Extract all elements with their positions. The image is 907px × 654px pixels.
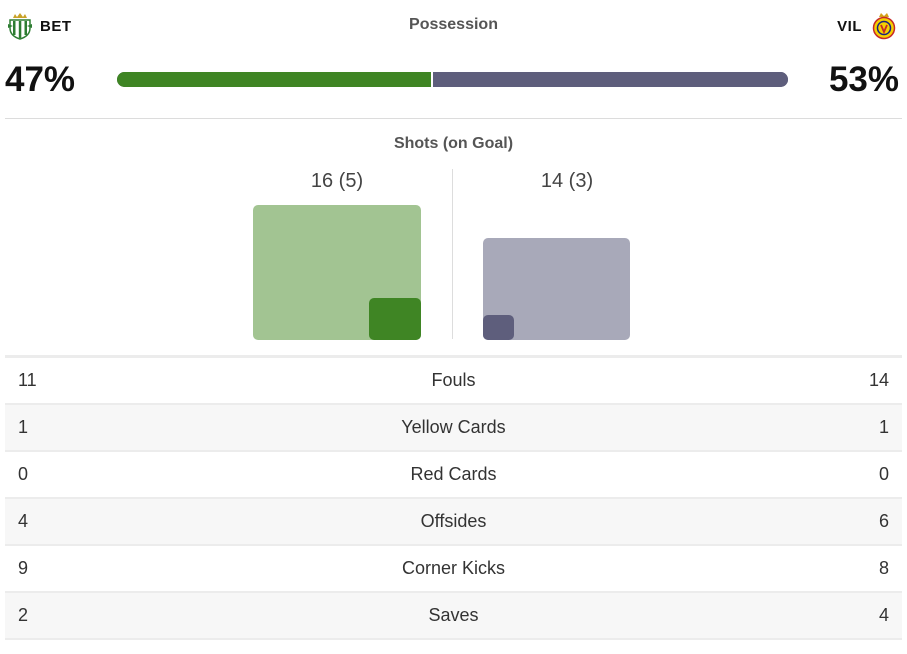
home-possession-fill bbox=[117, 72, 431, 87]
stat-row-yellow-cards: 1 Yellow Cards 1 bbox=[5, 405, 902, 452]
possession-title: Possession bbox=[409, 16, 498, 33]
away-shots-label: 14 (3) bbox=[540, 170, 594, 192]
stats-table: 11 Fouls 14 1 Yellow Cards 1 0 Red Cards… bbox=[5, 355, 902, 640]
section-divider bbox=[5, 118, 902, 119]
stat-home-value: 0 bbox=[18, 464, 29, 484]
stat-row-saves: 2 Saves 4 bbox=[5, 593, 902, 640]
villarreal-crest-icon bbox=[872, 13, 896, 40]
stat-row-offsides: 4 Offsides 6 bbox=[5, 499, 902, 546]
home-possession-value: 47% bbox=[5, 60, 76, 99]
real-betis-crest-icon bbox=[8, 13, 32, 40]
away-team-header[interactable]: VIL bbox=[837, 12, 897, 40]
possession-bar-divider bbox=[431, 72, 433, 87]
shots-divider bbox=[452, 169, 453, 339]
away-team-abbr: VIL bbox=[837, 17, 862, 35]
home-team-header[interactable]: BET bbox=[7, 12, 72, 40]
possession-bar bbox=[117, 72, 788, 87]
stat-label: Fouls bbox=[431, 370, 476, 390]
away-shots-on-goal-box bbox=[483, 315, 514, 340]
home-shots-label: 16 (5) bbox=[310, 170, 364, 192]
stat-home-value: 9 bbox=[18, 558, 29, 578]
stat-label: Saves bbox=[428, 605, 479, 625]
stat-away-value: 14 bbox=[868, 370, 889, 390]
stat-away-value: 4 bbox=[878, 605, 889, 625]
stat-label: Offsides bbox=[420, 511, 487, 531]
stat-away-value: 0 bbox=[878, 464, 889, 484]
stat-home-value: 11 bbox=[18, 370, 37, 390]
stat-row-red-cards: 0 Red Cards 0 bbox=[5, 452, 902, 499]
stat-label: Yellow Cards bbox=[401, 417, 506, 437]
away-possession-value: 53% bbox=[828, 60, 899, 99]
stat-away-value: 1 bbox=[878, 417, 889, 437]
away-possession-fill bbox=[433, 72, 788, 87]
stat-away-value: 6 bbox=[878, 511, 889, 531]
stat-row-fouls: 11 Fouls 14 bbox=[5, 358, 902, 405]
shots-title: Shots (on Goal) bbox=[393, 135, 514, 152]
home-team-abbr: BET bbox=[40, 17, 72, 35]
stat-label: Red Cards bbox=[410, 464, 497, 484]
stat-home-value: 1 bbox=[18, 417, 29, 437]
stat-home-value: 4 bbox=[18, 511, 29, 531]
home-shots-on-goal-box bbox=[369, 298, 421, 340]
stat-row-corner-kicks: 9 Corner Kicks 8 bbox=[5, 546, 902, 593]
stat-label: Corner Kicks bbox=[401, 558, 506, 578]
stat-away-value: 8 bbox=[878, 558, 889, 578]
stat-home-value: 2 bbox=[18, 605, 29, 625]
